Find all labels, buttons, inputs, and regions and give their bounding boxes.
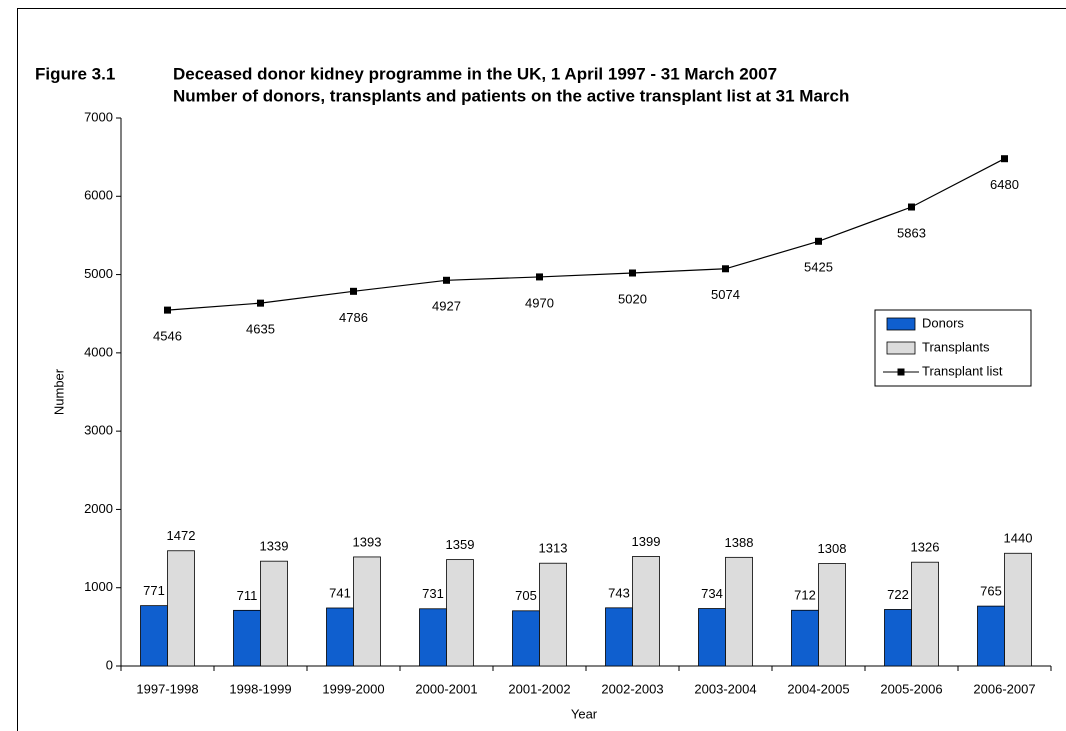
data-label: 731 (422, 586, 444, 601)
y-axis-label: Number (51, 368, 66, 415)
line-marker (257, 299, 264, 307)
y-tick-label: 1000 (84, 579, 113, 594)
data-label: 743 (608, 585, 630, 600)
y-tick-label: 0 (106, 657, 113, 672)
x-tick-label: 2006-2007 (973, 681, 1035, 696)
line-marker (629, 269, 636, 277)
chart-subtitle: Number of donors, transplants and patien… (173, 86, 849, 105)
x-axis-label: Year (571, 706, 598, 721)
data-label: 4635 (246, 322, 275, 337)
figure-label: Figure 3.1 (35, 64, 115, 83)
data-label: 1339 (260, 539, 289, 554)
x-tick-label: 2001-2002 (508, 681, 570, 696)
data-label: 1393 (353, 534, 382, 549)
bar (167, 550, 195, 667)
data-label: 765 (980, 584, 1002, 599)
bar (326, 607, 354, 667)
y-tick-label: 6000 (84, 188, 113, 203)
data-label: 705 (515, 588, 537, 603)
data-label: 771 (143, 583, 165, 598)
y-tick-label: 5000 (84, 266, 113, 281)
legend-label: Transplants (922, 339, 990, 354)
line-marker (722, 265, 729, 273)
legend-label: Transplant list (922, 363, 1003, 378)
chart-title: Deceased donor kidney programme in the U… (173, 64, 777, 83)
y-tick-label: 3000 (84, 423, 113, 438)
bar (884, 609, 912, 667)
bar (977, 605, 1005, 667)
frame (17, 8, 1066, 731)
line-marker (350, 287, 357, 295)
data-label: 734 (701, 586, 723, 601)
data-label: 1472 (167, 528, 196, 543)
legend-swatch (886, 317, 916, 331)
data-label: 1308 (818, 541, 847, 556)
legend-label: Donors (922, 315, 964, 330)
data-label: 5863 (897, 225, 926, 240)
data-label: 722 (887, 587, 909, 602)
data-label: 1399 (632, 534, 661, 549)
bar (1004, 552, 1032, 667)
bar (539, 562, 567, 667)
bar (605, 607, 633, 667)
data-label: 5074 (711, 287, 740, 302)
data-label: 4786 (339, 310, 368, 325)
data-label: 1440 (1004, 531, 1033, 546)
x-tick-label: 1997-1998 (136, 681, 198, 696)
line-marker (908, 203, 915, 211)
x-tick-label: 1999-2000 (322, 681, 384, 696)
data-label: 5425 (804, 260, 833, 275)
bar (791, 609, 819, 667)
data-label: 1326 (911, 540, 940, 555)
data-label: 712 (794, 588, 816, 603)
bar (911, 561, 939, 667)
legend-swatch (897, 368, 905, 376)
data-label: 6480 (990, 177, 1019, 192)
y-tick-label: 7000 (84, 109, 113, 124)
bar (233, 609, 261, 667)
data-label: 1313 (539, 541, 568, 556)
x-tick-label: 2002-2003 (601, 681, 663, 696)
bar (446, 559, 474, 667)
bar (512, 610, 540, 667)
y-tick-label: 2000 (84, 501, 113, 516)
x-tick-label: 2004-2005 (787, 681, 849, 696)
line-marker (1001, 155, 1008, 163)
bar (419, 608, 447, 667)
x-tick-label: 1998-1999 (229, 681, 291, 696)
line-marker (536, 273, 543, 281)
x-tick-label: 2003-2004 (694, 681, 756, 696)
line-marker (164, 306, 171, 314)
data-label: 4546 (153, 329, 182, 344)
bar (140, 605, 168, 667)
line-marker (815, 237, 822, 245)
bar (632, 556, 660, 667)
x-tick-label: 2005-2006 (880, 681, 942, 696)
y-tick-label: 4000 (84, 344, 113, 359)
data-label: 1388 (725, 535, 754, 550)
data-label: 1359 (446, 537, 475, 552)
data-label: 741 (329, 585, 351, 600)
bar (353, 556, 381, 667)
bar (818, 563, 846, 667)
bar (725, 556, 753, 667)
line-marker (443, 276, 450, 284)
bar (698, 608, 726, 667)
legend-swatch (886, 341, 916, 355)
data-label: 4927 (432, 299, 461, 314)
data-label: 5020 (618, 291, 647, 306)
x-tick-label: 2000-2001 (415, 681, 477, 696)
data-label: 711 (237, 588, 258, 603)
bar (260, 560, 288, 667)
data-label: 4970 (525, 295, 554, 310)
line (167, 158, 1005, 311)
